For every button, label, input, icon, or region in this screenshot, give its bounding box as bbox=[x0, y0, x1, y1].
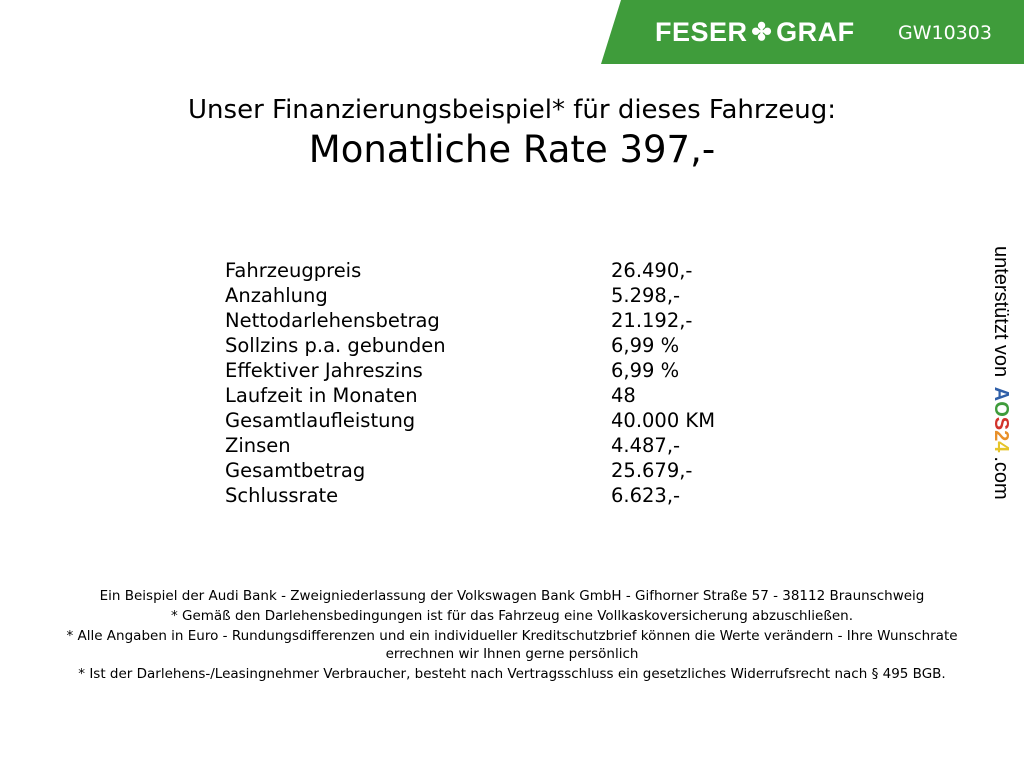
table-row: Gesamtlaufleistung 40.000 KM bbox=[225, 408, 715, 433]
brand-text: FESER bbox=[655, 17, 748, 47]
row-value: 40.000 KM bbox=[611, 409, 716, 432]
row-label: Schlussrate bbox=[225, 484, 339, 507]
table-row: Anzahlung 5.298,- bbox=[225, 283, 715, 308]
row-label: Gesamtbetrag bbox=[225, 459, 366, 482]
row-label: Effektiver Jahreszins bbox=[225, 359, 423, 382]
aos24-logo: AOS24 bbox=[990, 386, 1012, 453]
row-label: Fahrzeugpreis bbox=[225, 259, 362, 282]
disclaimer-line: * Ist der Darlehens-/Leasingnehmer Verbr… bbox=[78, 666, 946, 682]
disclaimer-line: Ein Beispiel der Audi Bank - Zweignieder… bbox=[99, 588, 925, 604]
finance-table: Fahrzeugpreis 26.490,- Anzahlung 5.298,- N… bbox=[225, 258, 715, 508]
row-value: 25.679,- bbox=[611, 459, 693, 482]
row-value: 26.490,- bbox=[611, 259, 693, 282]
table-row: Nettodarlehensbetrag 21.192,- bbox=[225, 308, 715, 333]
table-row: Laufzeit in Monaten 48 bbox=[225, 383, 715, 408]
monthly-rate: Monatliche Rate 397,- bbox=[308, 128, 716, 171]
row-value: 4.487,- bbox=[611, 434, 681, 457]
page-title: Unser Finanzierungsbeispiel* für dieses … bbox=[188, 95, 836, 125]
row-label: Nettodarlehensbetrag bbox=[225, 309, 440, 332]
row-label: Zinsen bbox=[225, 434, 291, 457]
footer-disclaimer: Ein Beispiel der Audi Bank - Zweignieder… bbox=[40, 587, 984, 685]
aos24-suffix: .com bbox=[990, 456, 1012, 500]
supported-by-text: unterstützt von bbox=[990, 246, 1012, 378]
table-row: Fahrzeugpreis 26.490,- bbox=[225, 258, 715, 283]
row-value: 48 bbox=[611, 384, 636, 407]
table-row: Gesamtbetrag 25.679,- bbox=[225, 458, 715, 483]
row-label: Sollzins p.a. gebunden bbox=[225, 334, 446, 357]
table-row: Zinsen 4.487,- bbox=[225, 433, 715, 458]
row-label: Laufzeit in Monaten bbox=[225, 384, 418, 407]
header-banner bbox=[601, 0, 1024, 64]
disclaimer-line: * Alle Angaben in Euro - Rundungsdiffere… bbox=[66, 628, 958, 662]
vehicle-code: GW10303 bbox=[898, 22, 992, 44]
row-label: Gesamtlaufleistung bbox=[225, 409, 416, 432]
table-row: Sollzins p.a. gebunden 6,99 % bbox=[225, 333, 715, 358]
supported-by: unterstützt von AOS24 .com bbox=[989, 246, 1012, 500]
row-value: 6,99 % bbox=[611, 359, 680, 382]
table-row: Schlussrate 6.623,- bbox=[225, 483, 715, 508]
table-row: Effektiver Jahreszins 6,99 % bbox=[225, 358, 715, 383]
row-value: 5.298,- bbox=[611, 284, 681, 307]
disclaimer-line: * Gemäß den Darlehensbedingungen ist für… bbox=[170, 608, 854, 624]
row-value: 6.623,- bbox=[611, 484, 681, 507]
row-label: Anzahlung bbox=[225, 284, 328, 307]
clover-icon: ✤ bbox=[751, 18, 773, 46]
feser-graf-logo: FESER ✤ GRAF bbox=[655, 17, 855, 48]
row-value: 6,99 % bbox=[611, 334, 680, 357]
brand-text-2: GRAF bbox=[776, 17, 855, 47]
row-value: 21.192,- bbox=[611, 309, 693, 332]
